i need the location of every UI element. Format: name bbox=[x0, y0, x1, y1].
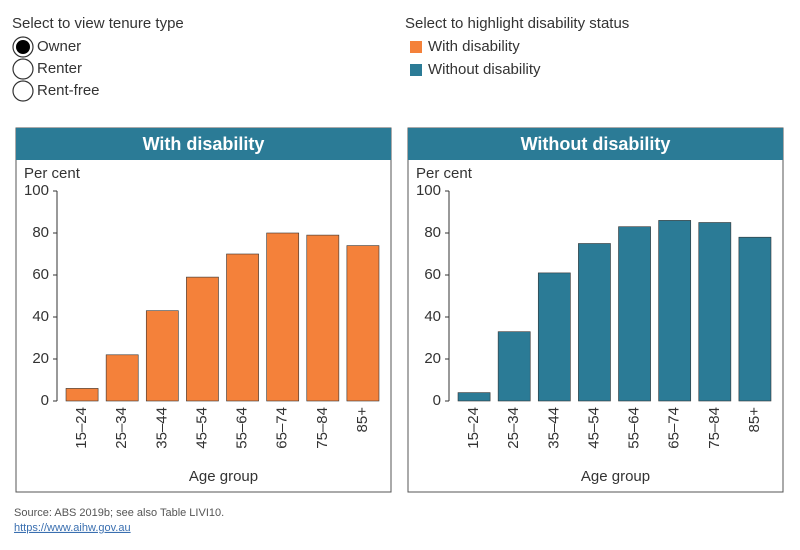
bar bbox=[537, 272, 571, 402]
bar bbox=[105, 354, 139, 402]
x-tick-label: 35–44 bbox=[545, 407, 562, 449]
source-note: Source: ABS 2019b; see also Table LIVI10… bbox=[14, 507, 224, 519]
legend-swatch[interactable] bbox=[410, 64, 422, 76]
x-tick-label: 25–34 bbox=[505, 407, 522, 449]
x-tick-label: 75–84 bbox=[706, 407, 723, 449]
panel-title: Without disability bbox=[521, 134, 671, 154]
radio-label[interactable]: Rent-free bbox=[37, 82, 100, 99]
x-axis-title: Age group bbox=[581, 468, 650, 485]
x-tick-label: 35–44 bbox=[153, 407, 170, 449]
y-tick-label: 80 bbox=[32, 224, 49, 241]
bar bbox=[497, 331, 531, 402]
bar bbox=[658, 220, 692, 402]
x-tick-label: 65–74 bbox=[274, 407, 291, 449]
y-tick-label: 100 bbox=[24, 182, 49, 199]
bar bbox=[226, 253, 259, 402]
y-tick-label: 20 bbox=[424, 350, 441, 367]
bar bbox=[578, 243, 611, 402]
radio-button[interactable] bbox=[12, 58, 34, 80]
y-tick-label: 0 bbox=[433, 392, 441, 409]
legend-label[interactable]: Without disability bbox=[428, 61, 541, 78]
bar bbox=[618, 226, 651, 402]
bar bbox=[266, 232, 300, 402]
legend-label[interactable]: With disability bbox=[428, 38, 520, 55]
source-link[interactable]: https://www.aihw.gov.au bbox=[14, 522, 131, 534]
x-axis-title: Age group bbox=[189, 468, 258, 485]
control-title: Select to view tenure type bbox=[12, 15, 184, 32]
bar bbox=[186, 276, 219, 402]
x-tick-label: 25–34 bbox=[113, 407, 130, 449]
y-tick-label: 100 bbox=[416, 182, 441, 199]
x-tick-label: 75–84 bbox=[314, 407, 331, 449]
bar bbox=[65, 388, 99, 402]
x-tick-label: 45–54 bbox=[585, 407, 602, 449]
y-tick-label: 40 bbox=[32, 308, 49, 325]
bar bbox=[457, 392, 491, 402]
x-tick-label: 85+ bbox=[354, 407, 371, 433]
y-tick-label: 40 bbox=[424, 308, 441, 325]
bar bbox=[738, 236, 772, 402]
y-tick-label: 80 bbox=[424, 224, 441, 241]
x-tick-label: 15–24 bbox=[465, 407, 482, 449]
x-tick-label: 45–54 bbox=[193, 407, 210, 449]
y-tick-label: 60 bbox=[424, 266, 441, 283]
radio-label[interactable]: Renter bbox=[37, 60, 82, 77]
y-tick-label: 60 bbox=[32, 266, 49, 283]
y-axis-title: Per cent bbox=[24, 165, 81, 182]
radio-label[interactable]: Owner bbox=[37, 38, 81, 55]
panel-title: With disability bbox=[143, 134, 265, 154]
x-tick-label: 55–64 bbox=[234, 407, 251, 449]
x-tick-label: 55–64 bbox=[626, 407, 643, 449]
bar bbox=[698, 222, 732, 402]
y-tick-label: 20 bbox=[32, 350, 49, 367]
legend-swatch[interactable] bbox=[410, 41, 422, 53]
radio-button[interactable] bbox=[12, 80, 34, 102]
y-tick-label: 0 bbox=[41, 392, 49, 409]
panel-header bbox=[16, 128, 391, 160]
x-tick-label: 65–74 bbox=[666, 407, 683, 449]
control-title: Select to highlight disability status bbox=[405, 15, 629, 32]
bar bbox=[145, 310, 179, 402]
bar bbox=[306, 234, 340, 402]
bar bbox=[346, 245, 380, 402]
x-tick-label: 85+ bbox=[746, 407, 763, 433]
panel-header bbox=[408, 128, 783, 160]
y-axis-title: Per cent bbox=[416, 165, 473, 182]
radio-dot bbox=[16, 40, 30, 54]
x-tick-label: 15–24 bbox=[73, 407, 90, 449]
